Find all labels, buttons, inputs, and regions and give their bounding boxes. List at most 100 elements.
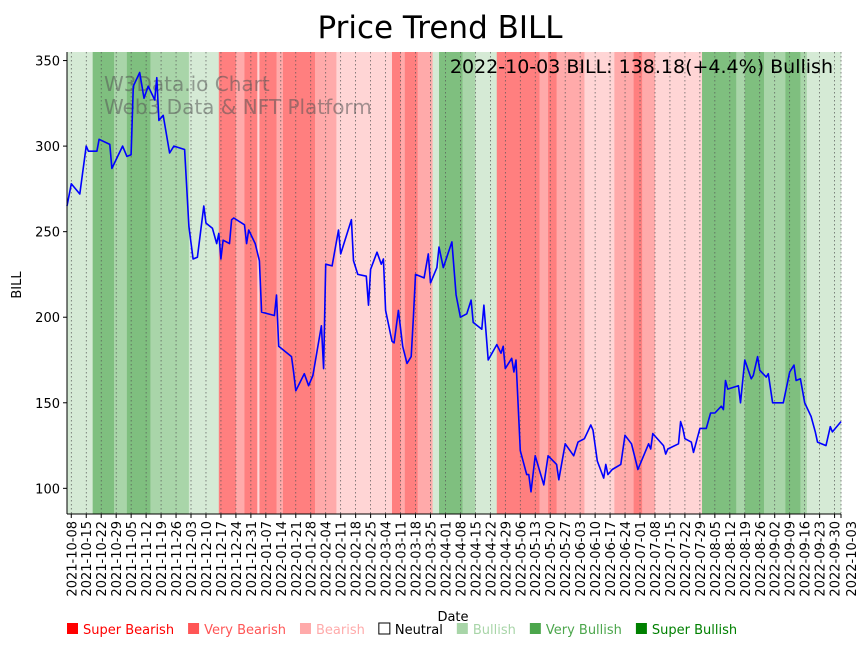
x-tick-label: 2022-09-30	[829, 521, 844, 597]
x-tick-label: 2022-02-11	[335, 521, 350, 597]
x-tick-label: 2021-11-12	[140, 521, 155, 597]
band-bullish	[806, 52, 842, 514]
legend-swatch	[188, 623, 200, 634]
legend-label: Bearish	[316, 623, 365, 638]
legend-swatch	[378, 622, 391, 635]
band-super_bear	[244, 52, 258, 514]
band-bullish	[188, 52, 220, 514]
x-tick-label: 2022-09-23	[814, 521, 829, 597]
watermark-line-1: W3Data.io Chart	[104, 72, 270, 96]
band-super_bear	[282, 52, 316, 514]
band-very_bear	[276, 52, 284, 514]
band-very_bear	[614, 52, 634, 514]
x-tick-label: 2022-01-07	[260, 521, 275, 597]
x-tick-label: 2022-05-20	[544, 521, 559, 597]
x-tick-label: 2022-05-13	[529, 521, 544, 597]
x-tick-label: 2021-10-08	[65, 521, 80, 597]
x-tick-label: 2021-12-24	[230, 521, 245, 597]
legend-swatch	[529, 623, 541, 634]
band-very_bull	[800, 52, 808, 514]
y-tick-label: 150	[35, 397, 60, 412]
x-tick-label: 2022-01-21	[290, 521, 305, 597]
x-tick-label: 2022-01-28	[305, 521, 320, 597]
legend: Super Bearish Very Bearish Bearish Neutral B…	[67, 622, 737, 638]
x-tick-label: 2022-09-02	[769, 521, 784, 597]
y-ticks: 100 150 200 250 300 350	[35, 55, 67, 497]
band-very_bear	[417, 52, 433, 514]
x-tick-label: 2022-07-15	[664, 521, 679, 597]
band-bullish	[475, 52, 498, 514]
x-tick-label: 2022-02-25	[365, 521, 380, 597]
x-tick-label: 2022-09-09	[784, 521, 799, 597]
x-tick-label: 2022-02-18	[350, 521, 365, 597]
x-tick-label: 2022-04-01	[439, 521, 454, 597]
x-tick-label: 2022-07-08	[649, 521, 664, 597]
y-tick-label: 100	[35, 482, 60, 497]
y-tick-label: 300	[35, 140, 60, 155]
watermark: W3Data.io Chart Web3 Data & NFT Platform	[104, 72, 372, 119]
x-tick-label: 2022-08-26	[754, 521, 769, 597]
vertical-gridlines	[70, 52, 842, 514]
x-ticks: 2021-10-08 2021-10-15 2021-10-22 2021-10-29…	[65, 514, 859, 597]
legend-label: Super Bearish	[83, 623, 174, 638]
band-very_bear	[556, 52, 585, 514]
x-tick-label: 2021-12-03	[185, 521, 200, 597]
x-axis-label: Date	[437, 610, 468, 625]
legend-label: Super Bullish	[652, 623, 737, 638]
x-tick-label: 2022-04-15	[469, 521, 484, 597]
sentiment-bands	[67, 52, 842, 514]
y-tick-label: 250	[35, 226, 60, 241]
x-tick-label: 2022-05-27	[559, 521, 574, 597]
band-bearish	[584, 52, 615, 514]
x-tick-label: 2021-12-31	[245, 521, 260, 597]
x-tick-label: 2022-10-03	[845, 521, 859, 597]
x-tick-label: 2022-08-12	[724, 521, 739, 597]
x-tick-label: 2022-04-22	[484, 521, 499, 597]
price-annotation: 2022-10-03 BILL: 138.18(+4.4%) Bullish	[450, 56, 833, 78]
band-super_bull	[744, 52, 765, 514]
x-tick-label: 2022-04-08	[454, 521, 469, 597]
band-bearish	[336, 52, 393, 514]
band-very_bull	[764, 52, 786, 514]
x-tick-label: 2021-10-15	[80, 521, 95, 597]
watermark-line-2: Web3 Data & NFT Platform	[104, 95, 372, 119]
legend-swatch	[635, 623, 647, 634]
x-tick-label: 2022-07-29	[694, 521, 709, 597]
chart-title: Price Trend BILL	[317, 10, 563, 46]
band-super_bear	[391, 52, 401, 514]
legend-label: Very Bullish	[546, 623, 622, 638]
x-tick-label: 2021-10-29	[110, 521, 125, 597]
band-super_bull	[126, 52, 151, 514]
band-super_bear	[633, 52, 643, 514]
band-super_bear	[218, 52, 237, 514]
x-tick-label: 2022-06-10	[589, 521, 604, 597]
x-tick-label: 2021-11-26	[170, 521, 185, 597]
x-tick-label: 2022-03-25	[424, 521, 439, 597]
x-tick-label: 2022-08-19	[739, 521, 754, 597]
x-tick-label: 2022-06-03	[574, 521, 589, 597]
x-tick-label: 2021-12-10	[200, 521, 215, 597]
price-line	[66, 71, 842, 493]
x-tick-label: 2022-02-04	[320, 521, 335, 597]
band-bullish	[432, 52, 440, 514]
band-super_bull	[92, 52, 115, 514]
x-tick-label: 2022-08-05	[709, 521, 724, 597]
x-tick-label: 2021-11-19	[155, 521, 170, 597]
x-tick-label: 2022-03-18	[410, 521, 425, 597]
x-tick-label: 2022-06-24	[619, 521, 634, 597]
band-super_bear	[548, 52, 557, 514]
x-tick-label: 2022-07-01	[634, 521, 649, 597]
band-super_bull	[702, 52, 737, 514]
legend-swatch	[67, 623, 78, 634]
y-tick-label: 350	[35, 55, 60, 70]
x-tick-label: 2022-03-04	[380, 521, 395, 597]
band-very_bear	[235, 52, 245, 514]
legend-label: Neutral	[395, 623, 443, 638]
x-tick-label: 2021-11-05	[125, 521, 140, 597]
legend-swatch	[456, 623, 468, 634]
band-bearish	[257, 52, 260, 514]
band-super_bear	[259, 52, 277, 514]
band-very_bull	[114, 52, 128, 514]
x-tick-label: 2021-12-17	[215, 521, 230, 597]
band-super_bull	[439, 52, 463, 514]
